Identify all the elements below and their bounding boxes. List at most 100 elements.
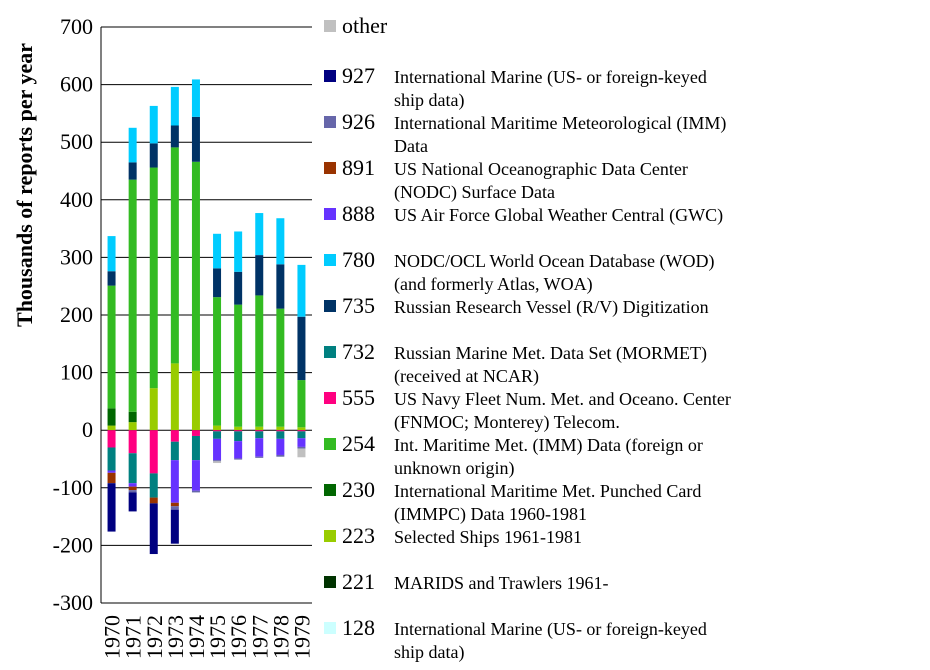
legend-swatch xyxy=(324,576,336,588)
bar-segment-732 xyxy=(213,431,222,439)
legend-description: MARIDS and Trawlers 1961- xyxy=(394,572,794,595)
legend-description-line: International Maritime Meteorological (I… xyxy=(394,113,727,133)
legend-code: 926 xyxy=(342,109,375,134)
legend-description-line: unknown origin) xyxy=(394,458,515,478)
bar-segment-780 xyxy=(255,213,264,256)
x-tick-label: 1978 xyxy=(268,615,293,659)
legend-description-line: (received at NCAR) xyxy=(394,366,539,386)
bar-segment-780 xyxy=(149,105,158,144)
bar-segment-891 xyxy=(170,502,179,507)
legend-swatch xyxy=(324,20,336,32)
bar-segment-888 xyxy=(234,441,243,459)
legend-description: Int. Maritime Met. (IMM) Data (foreign o… xyxy=(394,434,794,480)
legend-description-line: NODC/OCL World Ocean Database (WOD) xyxy=(394,251,715,271)
bar-segment-223 xyxy=(234,426,243,431)
bar-segment-254 xyxy=(128,179,137,412)
bar-segment-732 xyxy=(170,441,179,461)
legend-code: 555 xyxy=(342,385,375,410)
bar-segment-888 xyxy=(170,460,179,503)
bar-segment-927 xyxy=(128,492,137,512)
bar-segment-732 xyxy=(276,431,285,439)
bar-segment-254 xyxy=(107,285,116,409)
bar-segment-780 xyxy=(213,233,222,269)
bar-segment-732 xyxy=(149,473,158,498)
bar-segment-888 xyxy=(213,438,222,461)
legend-description: International Marine (US- or foreign-key… xyxy=(394,66,794,112)
bar-segment-254 xyxy=(255,295,264,427)
bar-segment-735 xyxy=(255,255,264,296)
legend-code: 732 xyxy=(342,339,375,364)
bar-segment-732 xyxy=(255,431,264,439)
bar-segment-735 xyxy=(170,125,179,148)
legend-description-line: Russian Research Vessel (R/V) Digitizati… xyxy=(394,297,709,317)
x-tick-label: 1975 xyxy=(205,615,230,659)
bar-segment-555 xyxy=(255,430,264,432)
bar-segment-555 xyxy=(170,430,179,442)
bar-segment-888 xyxy=(297,438,306,447)
bar-segment-254 xyxy=(276,308,285,427)
legend-description-line: Russian Marine Met. Data Set (MORMET) xyxy=(394,343,707,363)
y-tick-labels: 700 600 500 400 300 200 100 0 -100 -200 -300 xyxy=(53,14,93,615)
legend-description-line: International Marine (US- or foreign-key… xyxy=(394,67,707,87)
legend-code: other xyxy=(342,13,388,38)
legend-description: International Maritime Meteorological (I… xyxy=(394,112,794,158)
y-tick-label: 100 xyxy=(60,360,93,385)
bar-segment-926 xyxy=(276,454,285,457)
x-tick-label: 1971 xyxy=(121,615,146,659)
bar-segment-780 xyxy=(297,264,306,317)
legend-swatch xyxy=(324,392,336,404)
bar-segment-223 xyxy=(170,363,179,431)
bar-segment-891 xyxy=(128,486,137,491)
bar-segment-555 xyxy=(128,430,137,454)
bar-segment-735 xyxy=(297,316,306,381)
bar-segment-732 xyxy=(191,435,200,461)
bar-segment-735 xyxy=(191,116,200,162)
legend-description: US Air Force Global Weather Central (GWC… xyxy=(394,204,794,227)
bar-segment-223 xyxy=(276,426,285,431)
legend-swatch xyxy=(324,438,336,450)
legend-code: 223 xyxy=(342,523,375,548)
legend-description-line: Selected Ships 1961-1981 xyxy=(394,527,582,547)
bar-segment-735 xyxy=(234,271,243,305)
bar-segment-223 xyxy=(191,370,200,431)
bar-segment-927 xyxy=(107,483,116,532)
legend-description: US National Oceanographic Data Center (NO… xyxy=(394,158,794,204)
legend-swatch xyxy=(324,162,336,174)
x-tick-label: 1977 xyxy=(247,615,272,659)
bar-segment-732 xyxy=(297,431,306,439)
legend-description-line: (and formerly Atlas, WOA) xyxy=(394,274,593,294)
bars xyxy=(107,79,306,555)
x-tick-label: 1976 xyxy=(226,615,251,659)
x-tick-label: 1974 xyxy=(184,615,209,659)
legend-swatch xyxy=(324,116,336,128)
bar-segment-888 xyxy=(107,470,116,473)
bar-segment-780 xyxy=(128,127,137,163)
legend-code: 735 xyxy=(342,293,375,318)
bar-segment-926 xyxy=(213,460,222,462)
x-tick-label: 1973 xyxy=(163,615,188,659)
bar-segment-888 xyxy=(255,438,264,457)
legend-description-line: ship data) xyxy=(394,90,465,110)
bar-segment-926 xyxy=(128,490,137,493)
bar-segment-732 xyxy=(234,431,243,442)
legend-swatch xyxy=(324,70,336,82)
bar-segment-780 xyxy=(234,231,243,272)
legend-swatch xyxy=(324,254,336,266)
bar-segment-926 xyxy=(297,446,306,449)
legend-code: 254 xyxy=(342,431,375,456)
legend-description: International Marine (US- or foreign-key… xyxy=(394,618,794,664)
legend-code: 230 xyxy=(342,477,375,502)
bar-segment-555 xyxy=(234,430,243,432)
legend-code: 128 xyxy=(342,615,375,640)
legend-description: International Maritime Met. Punched Card… xyxy=(394,480,794,526)
bar-segment-223 xyxy=(297,427,306,431)
legend-description-line: International Marine (US- or foreign-key… xyxy=(394,619,707,639)
legend-description-line: (NODC) Surface Data xyxy=(394,182,555,202)
legend-description-line: ship data) xyxy=(394,642,465,662)
bar-segment-254 xyxy=(213,297,222,426)
legend-code: 888 xyxy=(342,201,375,226)
bar-segment-926 xyxy=(191,490,200,493)
bar-segment-891 xyxy=(107,472,116,484)
bar-segment-735 xyxy=(149,143,158,168)
y-tick-label: -100 xyxy=(53,475,93,500)
